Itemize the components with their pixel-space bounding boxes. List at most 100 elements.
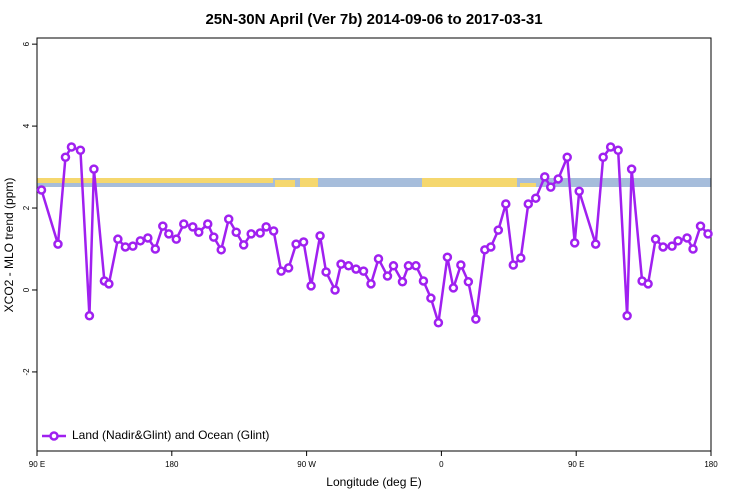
data-point: [336, 259, 346, 269]
data-point: [194, 227, 204, 237]
data-point: [626, 164, 637, 174]
data-point: [397, 277, 408, 287]
data-point: [366, 279, 376, 289]
data-point: [658, 242, 668, 252]
x-tick-label: 180: [704, 460, 718, 469]
data-point: [682, 233, 692, 243]
data-point: [66, 142, 77, 152]
data-point: [120, 242, 131, 252]
data-point: [164, 229, 174, 239]
chart-title: 25N-30N April (Ver 7b) 2014-09-06 to 201…: [205, 11, 542, 28]
data-point: [53, 239, 63, 249]
data-point: [246, 229, 256, 239]
data-point: [255, 228, 265, 238]
plot-frame: [36, 37, 712, 452]
data-point: [373, 254, 384, 264]
data-point: [60, 152, 71, 162]
data-point: [306, 281, 316, 291]
data-point: [562, 152, 572, 162]
y-tick-label: -2: [22, 368, 31, 376]
data-point: [343, 261, 354, 271]
data-point: [442, 252, 453, 262]
data-point: [539, 172, 550, 182]
data-point: [703, 229, 713, 239]
data-point: [643, 279, 653, 289]
data-point: [128, 241, 138, 251]
data-point: [448, 283, 459, 293]
data-point: [330, 285, 340, 295]
data-point: [268, 226, 279, 236]
data-point: [188, 222, 198, 232]
data-point: [261, 222, 271, 232]
data-point: [673, 236, 683, 246]
x-tick-label: 0: [439, 460, 444, 469]
data-point: [545, 182, 556, 192]
data-point: [150, 244, 161, 254]
y-tick-label: 4: [22, 123, 31, 128]
data-point: [231, 227, 241, 237]
data-point: [223, 214, 234, 224]
data-point: [143, 233, 153, 243]
data-point: [179, 219, 189, 229]
data-point: [283, 263, 294, 273]
data-point: [598, 152, 608, 162]
data-point: [574, 186, 584, 196]
data-point: [358, 266, 369, 276]
data-point: [84, 311, 95, 321]
data-point: [418, 276, 429, 286]
data-point: [321, 267, 331, 277]
data-point: [667, 241, 677, 251]
data-point: [590, 239, 601, 249]
data-point: [104, 279, 114, 289]
data-point: [291, 239, 301, 249]
data-point: [695, 221, 706, 231]
y-tick-label: 6: [22, 41, 31, 46]
data-point: [403, 261, 414, 271]
data-point: [493, 225, 504, 235]
data-point: [388, 261, 399, 271]
data-point: [531, 193, 541, 203]
y-tick-label: 0: [22, 287, 31, 292]
data-point: [463, 277, 474, 287]
data-point: [135, 236, 146, 246]
data-point: [613, 145, 623, 156]
data-point: [351, 264, 361, 274]
data-point: [276, 266, 286, 276]
data-point: [650, 234, 661, 244]
legend-label: Land (Nadir&Glint) and Ocean (Glint): [72, 428, 269, 442]
data-point: [216, 245, 226, 255]
data-point: [516, 253, 526, 263]
data-point: [171, 234, 182, 244]
y-axis-label: XCO2 - MLO trend (ppm): [2, 178, 16, 313]
data-point: [208, 232, 219, 242]
data-point: [508, 260, 519, 270]
data-point: [553, 174, 563, 184]
x-tick-label: 90 W: [297, 460, 316, 469]
data-point: [569, 238, 580, 248]
data-point: [158, 221, 168, 231]
y-tick-label: 2: [22, 205, 31, 210]
data-point: [411, 261, 421, 271]
data-point: [433, 318, 444, 328]
data-point: [456, 260, 466, 270]
data-point: [113, 234, 123, 244]
series-line: [40, 145, 709, 324]
data-point: [471, 314, 481, 324]
x-tick-label: 90 E: [568, 460, 584, 469]
data-point: [36, 185, 47, 195]
x-axis-label: Longitude (deg E): [326, 475, 421, 489]
data-point: [75, 145, 86, 156]
data-point: [486, 242, 496, 252]
data-point: [202, 219, 213, 229]
data-point: [315, 231, 325, 241]
data-point: [426, 293, 436, 303]
data-point: [298, 237, 309, 247]
data-point: [605, 142, 616, 152]
data-point: [688, 244, 698, 254]
data-point: [523, 199, 534, 209]
data-point: [238, 240, 249, 250]
x-tick-label: 90 E: [29, 460, 45, 469]
data-point: [382, 271, 393, 281]
x-tick-label: 180: [165, 460, 179, 469]
